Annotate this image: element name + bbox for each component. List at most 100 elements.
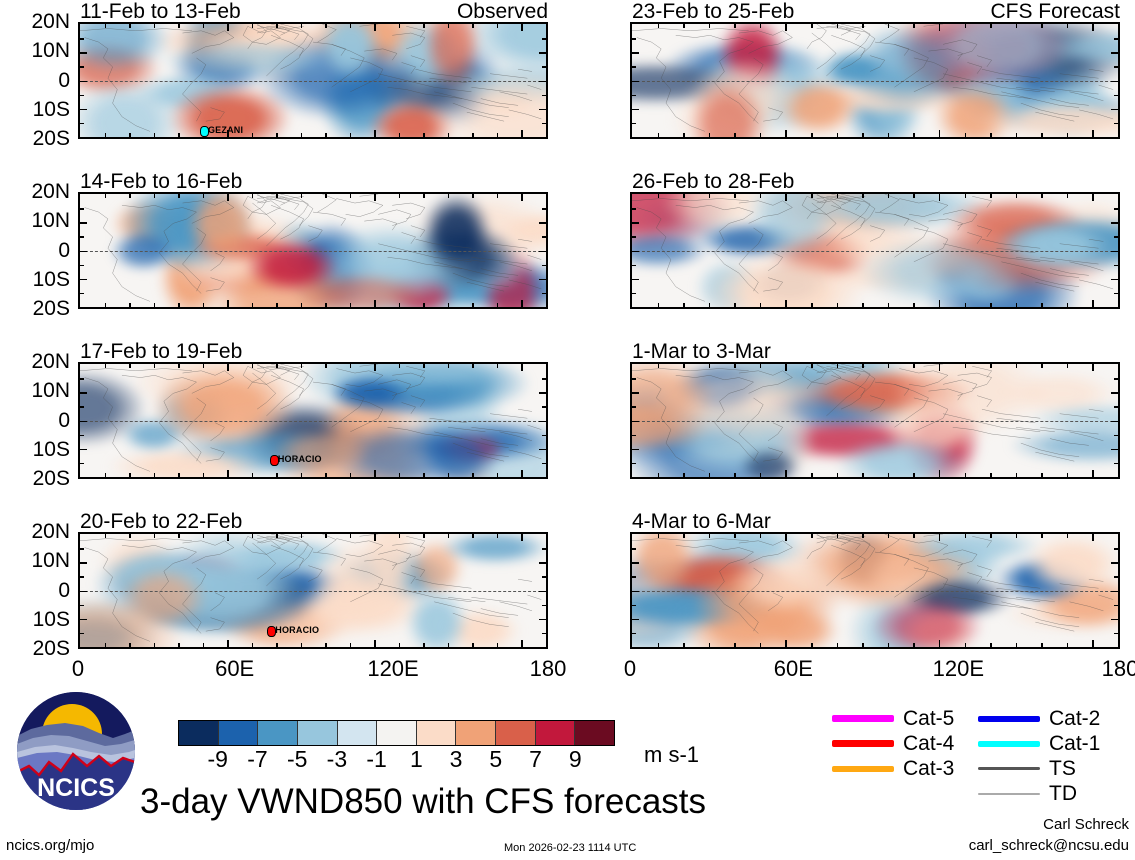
storm-label: HORACIO — [277, 453, 322, 464]
x-tick — [227, 470, 229, 477]
x-tick — [202, 194, 205, 198]
colorbar-swatch — [456, 721, 497, 745]
y-tick — [80, 52, 87, 54]
map-area: GEZANI — [78, 22, 548, 139]
x-tick — [300, 643, 303, 647]
x-tick — [964, 534, 967, 538]
y-tick — [632, 462, 636, 465]
anomaly-blob — [902, 534, 1040, 565]
x-tick — [202, 24, 205, 28]
x-tick — [349, 534, 352, 538]
anomaly-blob — [1023, 534, 1118, 594]
y-tick — [632, 632, 636, 635]
x-tick — [990, 364, 992, 368]
y-tick — [1114, 94, 1118, 97]
y-tick — [542, 292, 546, 295]
x-tick — [129, 194, 131, 198]
y-tick — [1111, 222, 1118, 224]
colorbar-tick-label: 3 — [449, 746, 463, 772]
coastline-overlay — [80, 194, 546, 307]
x-tick — [964, 24, 967, 28]
anomaly-blob — [441, 534, 546, 565]
x-tick — [1015, 534, 1018, 538]
x-tick — [657, 534, 660, 538]
x-tick — [734, 473, 736, 477]
x-tick — [734, 24, 736, 28]
x-tick — [300, 133, 303, 137]
x-tick — [1092, 130, 1094, 137]
x-tick — [276, 133, 278, 137]
y-tick — [539, 562, 546, 564]
x-tick — [938, 534, 941, 541]
x-tick — [374, 534, 376, 541]
y-tick — [80, 264, 84, 267]
x-tick — [398, 133, 401, 137]
x-tick — [178, 473, 180, 477]
x-tick — [202, 473, 205, 477]
panel-title: 23-Feb to 25-Feb — [632, 0, 795, 23]
y-tick — [1114, 378, 1118, 380]
y-tick — [1114, 548, 1118, 550]
x-tick — [836, 364, 839, 368]
x-tick — [1015, 473, 1018, 477]
y-tick — [1114, 38, 1118, 40]
x-tick — [811, 303, 813, 307]
x-tick — [759, 194, 762, 198]
y-tick — [1111, 80, 1118, 82]
y-tick — [539, 222, 546, 224]
x-tick — [964, 194, 967, 198]
x-tick — [913, 643, 915, 647]
x-tick — [683, 133, 685, 137]
y-tick-label: 20N — [31, 520, 70, 543]
y-tick — [1114, 406, 1118, 408]
x-tick — [349, 194, 352, 198]
x-tick — [227, 300, 229, 307]
x-tick — [251, 473, 254, 477]
panel-title: 20-Feb to 22-Feb — [80, 510, 243, 533]
x-tick — [129, 133, 131, 137]
y-tick — [542, 208, 546, 210]
x-tick — [521, 194, 523, 201]
x-tick — [913, 364, 915, 368]
x-tick — [913, 194, 915, 198]
y-tick — [632, 222, 639, 224]
y-tick-label: 10S — [32, 607, 70, 631]
y-tick — [542, 406, 546, 408]
x-tick — [276, 364, 278, 368]
x-tick — [887, 473, 890, 477]
y-tick-label: 10N — [31, 209, 70, 233]
colorbar-swatch — [337, 721, 378, 745]
x-tick — [300, 303, 303, 307]
x-tick — [683, 194, 685, 198]
x-tick — [447, 534, 450, 538]
y-tick — [1111, 52, 1118, 54]
x-tick — [1066, 643, 1069, 647]
legend-line-swatch — [832, 765, 894, 772]
x-tick — [657, 364, 660, 368]
y-tick — [539, 618, 546, 621]
colorbar-units-label: m s-1 — [644, 742, 699, 767]
x-tick — [785, 364, 787, 371]
x-tick — [683, 24, 685, 28]
x-tick — [374, 300, 376, 307]
x-tick — [325, 534, 327, 538]
equator-line — [632, 250, 1118, 252]
x-tick — [1015, 194, 1018, 198]
x-tick — [1015, 303, 1018, 307]
y-tick — [539, 108, 546, 111]
y-tick — [542, 632, 546, 635]
x-tick — [251, 534, 254, 538]
x-tick — [227, 194, 229, 201]
site-url[interactable]: ncics.org/mjo — [6, 837, 95, 854]
map-area: HORACIO — [78, 532, 548, 649]
y-tick — [80, 38, 84, 40]
author-email[interactable]: carl_schreck@ncsu.edu — [968, 837, 1129, 854]
y-tick — [1114, 208, 1118, 210]
equator-line — [80, 590, 546, 592]
x-tick — [129, 303, 131, 307]
legend-line-swatch — [832, 715, 894, 722]
x-tick — [1092, 300, 1094, 307]
x-tick — [836, 643, 839, 647]
y-tick — [542, 94, 546, 97]
y-tick — [632, 392, 639, 394]
